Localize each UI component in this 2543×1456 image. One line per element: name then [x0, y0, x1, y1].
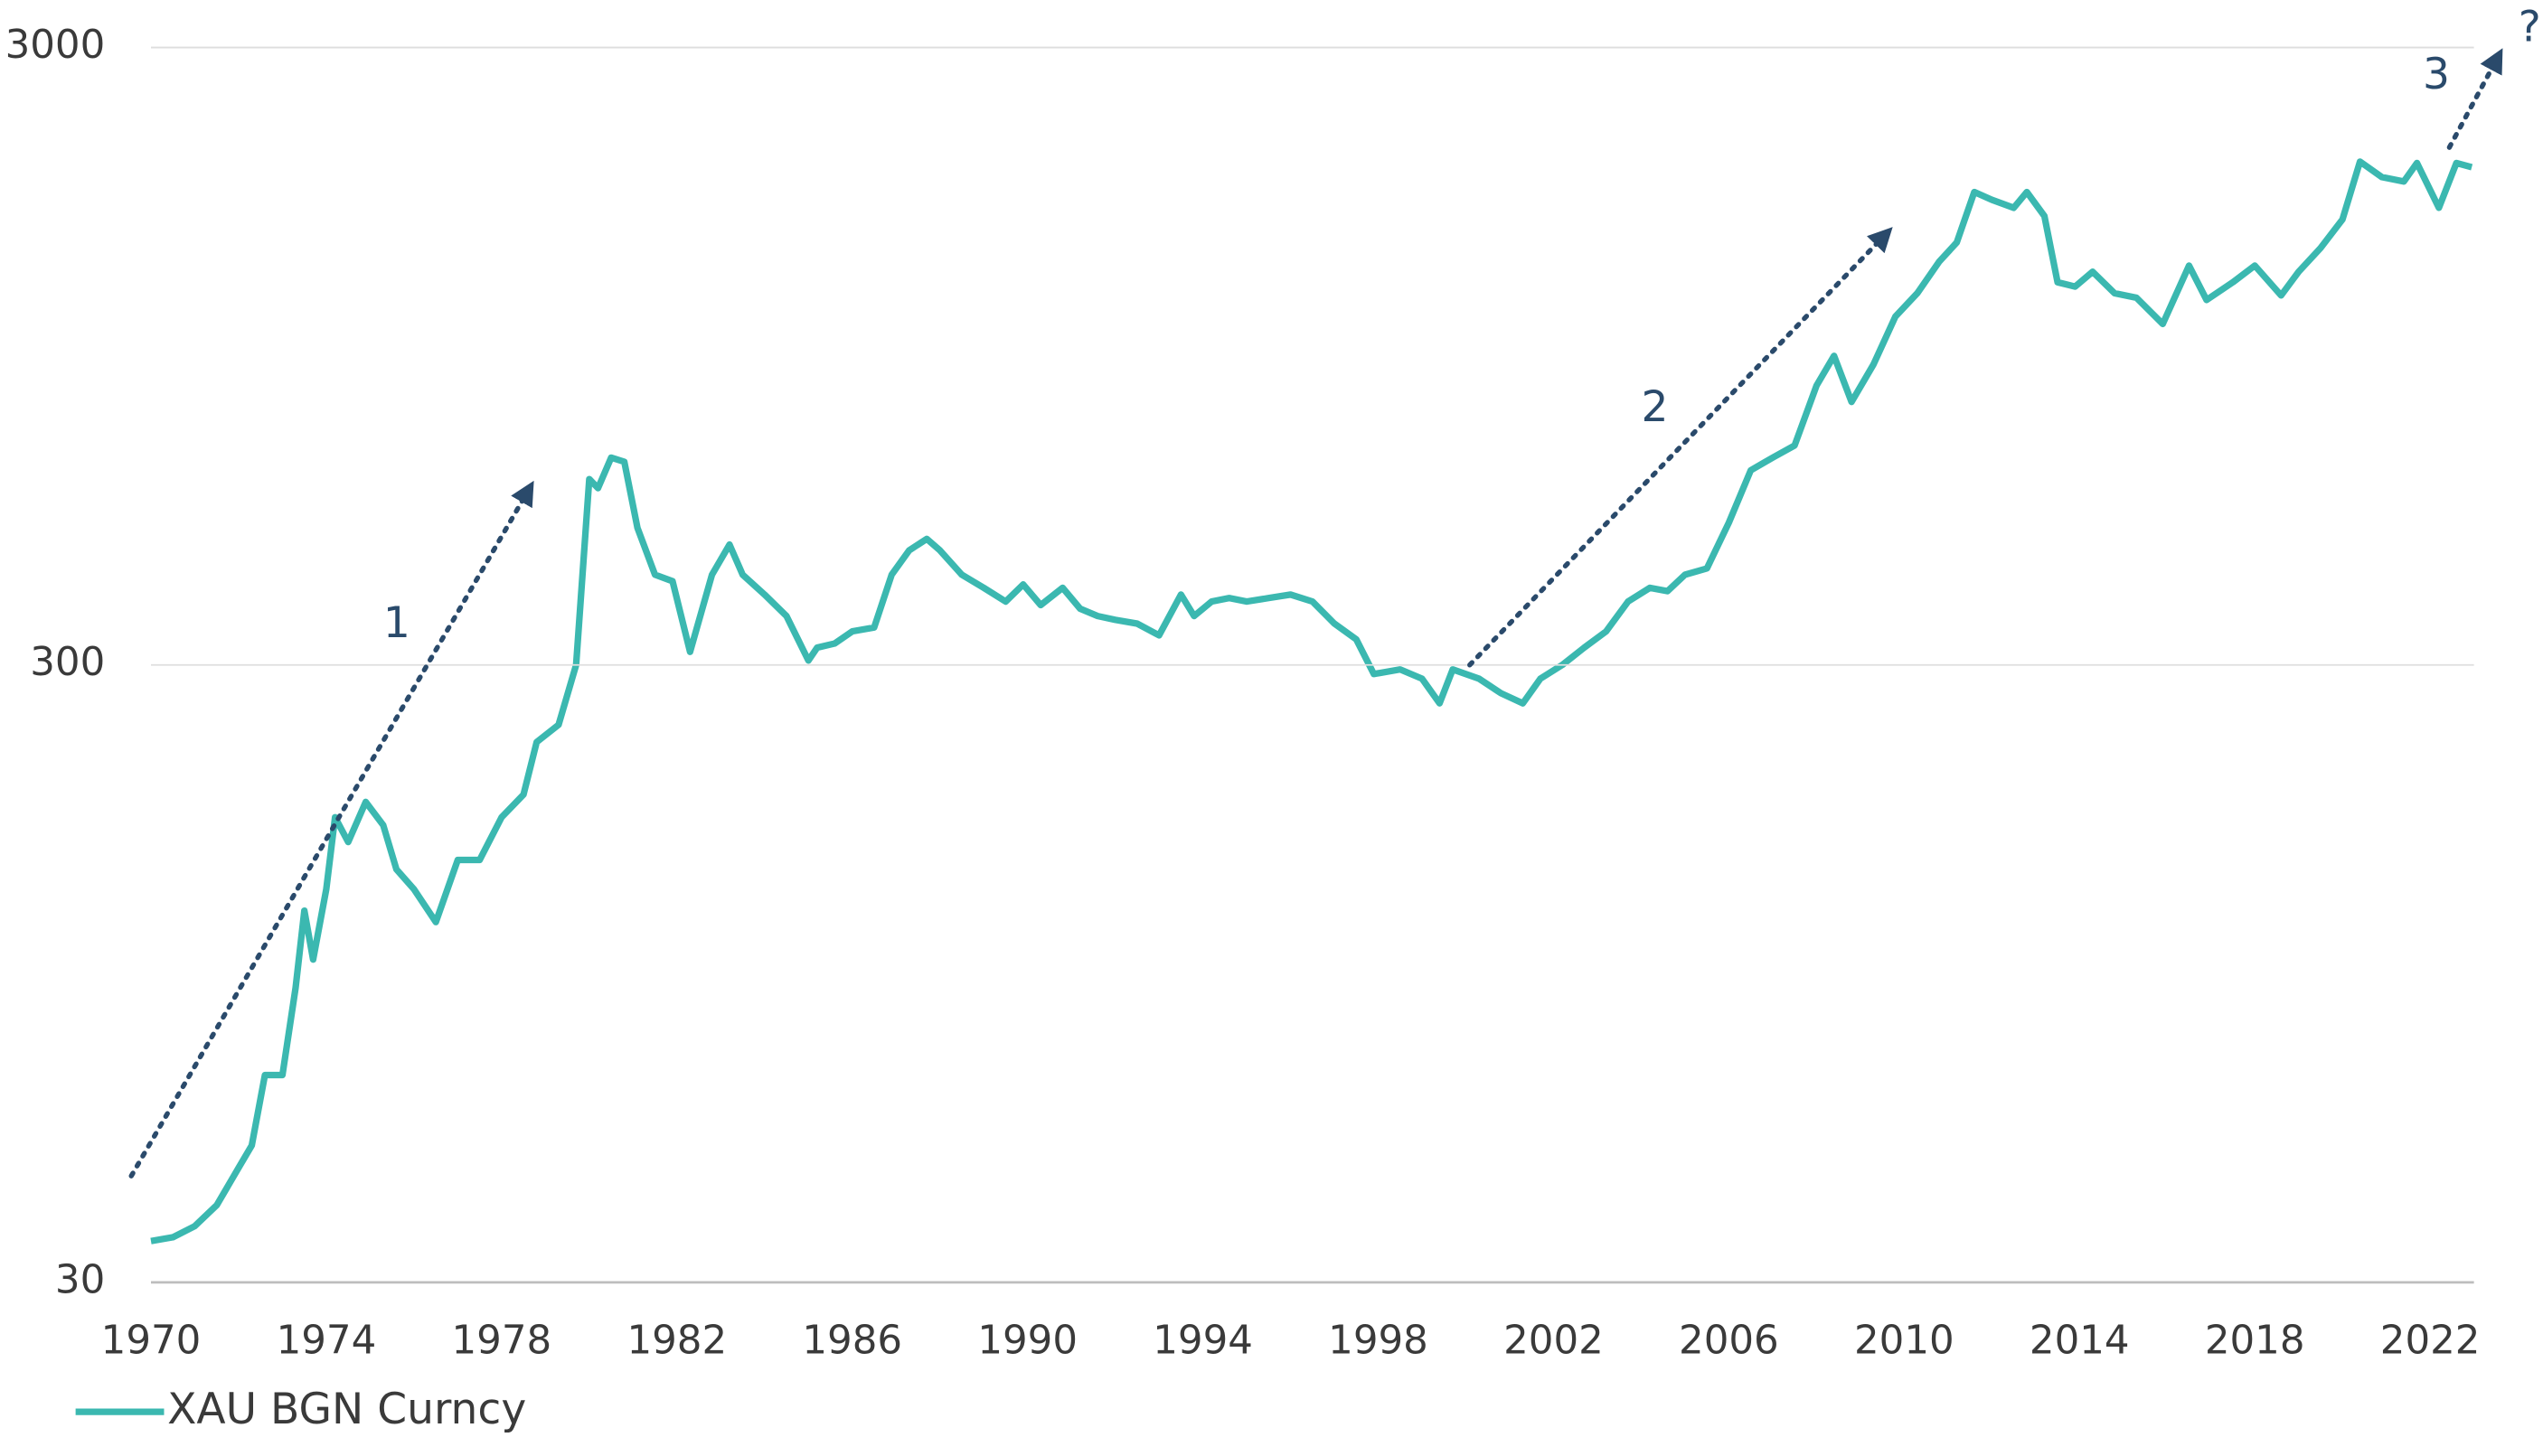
x-tick-label: 1994: [1153, 1318, 1253, 1363]
x-tick-label: 1970: [101, 1318, 202, 1363]
annotation: 2: [1642, 382, 1669, 432]
annotation: ?: [2519, 3, 2541, 52]
arrow-2: [1467, 227, 1893, 668]
y-tick-label: 300: [30, 640, 105, 685]
x-tick-label: 2006: [1679, 1318, 1779, 1363]
arrow-1: [128, 480, 534, 1179]
legend-label: XAU BGN Curncy: [167, 1385, 526, 1434]
y-tick-label: 3000: [5, 23, 106, 68]
x-tick-label: 1974: [277, 1318, 377, 1363]
x-tick-label: 1982: [626, 1318, 727, 1363]
x-tick-label: 2022: [2380, 1318, 2481, 1363]
x-tick-label: 1998: [1328, 1318, 1428, 1363]
annotation-arrows: [128, 48, 2503, 1179]
x-tick-label: 2014: [2030, 1318, 2130, 1363]
y-tick-label: 30: [55, 1257, 105, 1302]
x-tick-label: 2010: [1854, 1318, 1954, 1363]
arrow-3: [2446, 48, 2503, 150]
x-tick-label: 1978: [452, 1318, 552, 1363]
x-tick-label: 2002: [1503, 1318, 1604, 1363]
x-tick-label: 1990: [977, 1318, 1078, 1363]
annotation: 1: [383, 598, 410, 648]
x-tick-label: 2018: [2205, 1318, 2305, 1363]
data-line: [150, 158, 2473, 1245]
x-tick-label: 1986: [802, 1318, 902, 1363]
annotation: 3: [2423, 50, 2450, 99]
